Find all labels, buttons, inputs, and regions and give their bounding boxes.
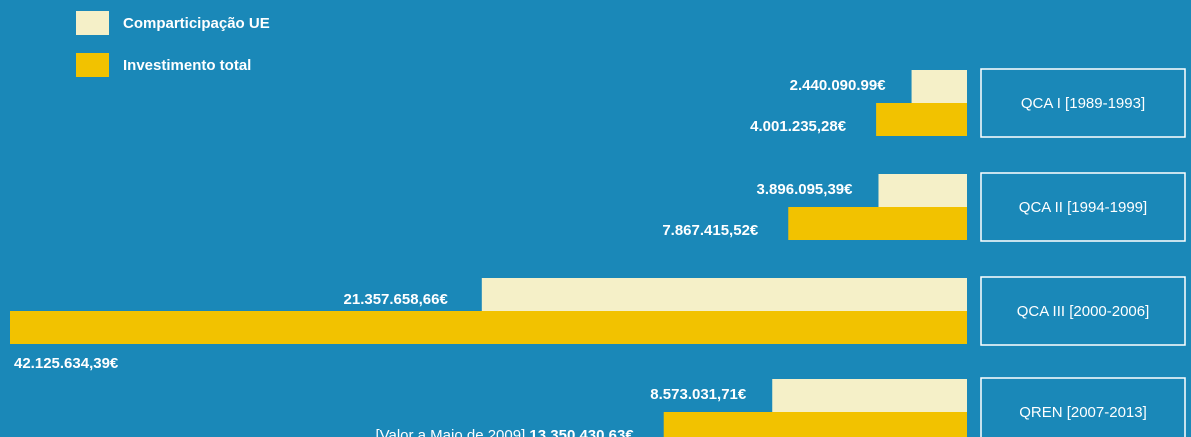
bar-comparticipa-o-ue-1 bbox=[911, 70, 967, 103]
category-label-2: QCA II [1994-1999] bbox=[1019, 199, 1147, 216]
bar-investimento-total-3 bbox=[10, 311, 967, 344]
category-box-2 bbox=[980, 172, 1186, 242]
category-box-3 bbox=[980, 276, 1186, 346]
bar-investimento-total-1 bbox=[876, 103, 967, 136]
value-label-comparticipa-o-ue-1: 2.440.090.99€ bbox=[790, 77, 887, 94]
chart-category-labels: QCA I [1989-1993] QCA II [1994-1999] QCA I… bbox=[980, 68, 1186, 437]
chart-legend: Comparticipação UE Investimento total bbox=[76, 11, 270, 77]
chart-bars bbox=[10, 70, 967, 437]
category-label-1: QCA I [1989-1993] bbox=[1021, 95, 1145, 112]
category-label-4: QREN [2007-2013] bbox=[1019, 404, 1147, 421]
category-box-4 bbox=[980, 377, 1186, 437]
value-label-comparticipa-o-ue-3: 21.357.658,66€ bbox=[344, 291, 449, 308]
category-box-1 bbox=[980, 68, 1186, 138]
bar-comparticipa-o-ue-4 bbox=[772, 379, 967, 412]
category-label-3: QCA III [2000-2006] bbox=[1017, 303, 1150, 320]
value-label-investimento-total-1: 4.001.235,28€ bbox=[750, 118, 847, 135]
bar-investimento-total-4 bbox=[663, 412, 967, 437]
legend-label-comparticipa-o-ue: Comparticipação UE bbox=[123, 15, 270, 32]
bar-comparticipa-o-ue-3 bbox=[481, 278, 967, 311]
bar-comparticipa-o-ue-2 bbox=[878, 174, 967, 207]
legend-swatch-comparticipa-o-ue bbox=[76, 11, 109, 35]
value-label-investimento-total-3: 42.125.634,39€ bbox=[14, 355, 119, 372]
value-label-comparticipa-o-ue-4: 8.573.031,71€ bbox=[650, 386, 747, 403]
value-label-comparticipa-o-ue-2: 3.896.095,39€ bbox=[757, 181, 854, 198]
chart-value-labels: 2.440.090.99€ 4.001.235,28€ 3.896.095,39€ 7… bbox=[14, 77, 886, 437]
legend-label-investimento-total: Investimento total bbox=[123, 57, 251, 74]
legend-swatch-investimento-total bbox=[76, 53, 109, 77]
value-label-investimento-total-2: 7.867.415,52€ bbox=[662, 222, 759, 239]
value-note-4: [Valor a Maio de 2009] bbox=[375, 427, 529, 437]
bar-investimento-total-2 bbox=[788, 207, 967, 240]
value-label-investimento-total-4: [Valor a Maio de 2009] 13.350.430,63€ bbox=[375, 427, 634, 437]
